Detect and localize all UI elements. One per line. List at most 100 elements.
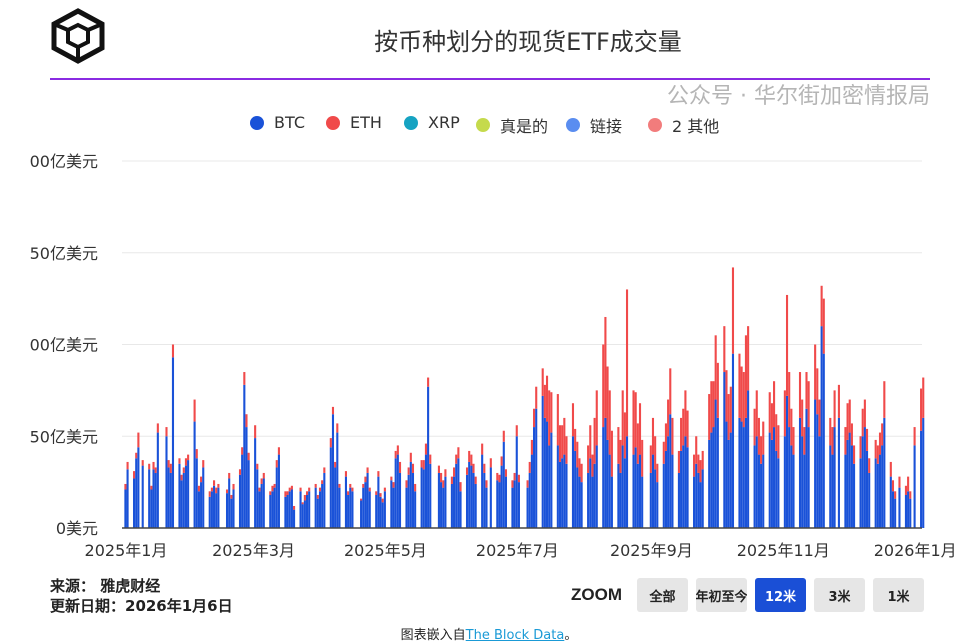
bar-btc [695, 463, 698, 528]
zoom-ytd-button[interactable]: 年初至今 [696, 578, 747, 612]
bar-btc [230, 498, 233, 528]
bar-eth [881, 423, 884, 446]
bar-btc [424, 454, 428, 528]
bar-btc [868, 472, 871, 528]
zoom-all-button[interactable]: 全部 [637, 578, 688, 612]
bar-btc [744, 417, 748, 528]
zoom-12m-button[interactable]: 12米 [755, 578, 806, 612]
bar-eth [474, 476, 477, 484]
bar-btc [390, 480, 393, 528]
legend-item-btc[interactable]: BTC [250, 113, 305, 132]
bar-eth [656, 463, 659, 483]
bar-eth [638, 403, 642, 455]
bar-btc [489, 467, 492, 528]
bar-btc [232, 489, 235, 528]
chart-title: 按币种划分的现货ETF成交量 [374, 28, 682, 56]
bar-eth [725, 370, 728, 422]
bar-eth [593, 417, 596, 464]
bar-eth [502, 430, 505, 442]
bar-eth [271, 485, 274, 492]
bar-eth [907, 476, 910, 492]
bar-btc [154, 472, 157, 528]
y-tick-label: 0美元 [56, 519, 98, 538]
legend-item-sol[interactable]: 真是的 [476, 113, 548, 137]
bar-btc [565, 463, 568, 528]
bar-btc [729, 432, 732, 528]
bar-eth [528, 461, 531, 473]
bar-eth [483, 463, 486, 473]
bar-btc [303, 500, 306, 528]
bar-eth [459, 482, 462, 492]
bar-eth [595, 390, 598, 446]
legend-dot-icon [250, 115, 264, 130]
bar-btc [137, 447, 140, 528]
bar-btc [420, 467, 423, 528]
bar-eth [816, 368, 819, 415]
bar-btc [738, 417, 741, 528]
legend-item-eth[interactable]: ETH [326, 113, 382, 132]
bar-eth [135, 452, 138, 459]
bar-btc [604, 417, 607, 528]
bar-btc [837, 417, 840, 528]
bar-btc [632, 454, 635, 528]
bar-btc [383, 491, 386, 528]
bar-eth [788, 372, 791, 428]
bar-eth [664, 423, 668, 451]
bar-btc [347, 494, 350, 528]
bar-eth [773, 381, 776, 428]
bar-btc [727, 439, 730, 528]
bar-eth [414, 483, 417, 492]
bar-eth [331, 406, 335, 415]
bar-btc [457, 458, 460, 528]
bar-eth [286, 491, 289, 495]
zoom-3m-button[interactable]: 3米 [814, 578, 865, 612]
bar-eth [500, 456, 503, 466]
bar-eth [526, 480, 529, 488]
bar-eth [351, 487, 354, 492]
bar-eth [496, 472, 499, 481]
bar-btc [589, 458, 592, 528]
bar-eth [275, 460, 278, 468]
legend-item-link[interactable]: 链接 [566, 113, 622, 137]
zoom-1m-button[interactable]: 1米 [873, 578, 924, 612]
bar-eth [247, 452, 250, 461]
bar-btc [213, 485, 216, 528]
bar-eth [450, 476, 453, 484]
bar-btc [169, 472, 172, 528]
bar-btc [517, 482, 520, 528]
bar-btc [504, 476, 508, 528]
legend-item-xrp[interactable]: XRP [404, 113, 460, 132]
bar-eth [437, 465, 440, 473]
bar-btc [850, 445, 853, 528]
bar-btc [528, 472, 531, 528]
bar-btc [409, 461, 412, 528]
bar-eth [874, 439, 877, 459]
bar-btc [243, 384, 246, 528]
bar-btc [468, 461, 471, 528]
bar-btc [247, 460, 250, 528]
bar-eth [217, 483, 220, 488]
bar-eth [654, 436, 657, 470]
bar-btc [656, 482, 659, 528]
bar-eth [182, 467, 185, 473]
bar-btc [275, 467, 278, 528]
bar-eth [396, 445, 399, 455]
bar-btc [861, 436, 864, 528]
bar-btc [377, 476, 380, 528]
bar-eth [878, 432, 882, 455]
bar-eth [409, 452, 412, 462]
bar-btc [148, 469, 151, 528]
legend-item-other[interactable]: 2 其他 [648, 113, 719, 137]
bar-btc [394, 458, 397, 528]
bar-btc [617, 463, 620, 528]
legend-label: 链接 [590, 117, 623, 136]
bar-eth [850, 423, 853, 446]
bar-btc [731, 353, 735, 528]
bar-eth [338, 483, 341, 488]
bar-eth [894, 491, 897, 499]
the-block-data-link[interactable]: The Block Data [465, 628, 565, 643]
bar-eth [680, 417, 683, 451]
bar-eth [299, 487, 302, 492]
embed-prefix: 图表嵌入自 [400, 628, 466, 643]
bar-eth [277, 447, 280, 455]
